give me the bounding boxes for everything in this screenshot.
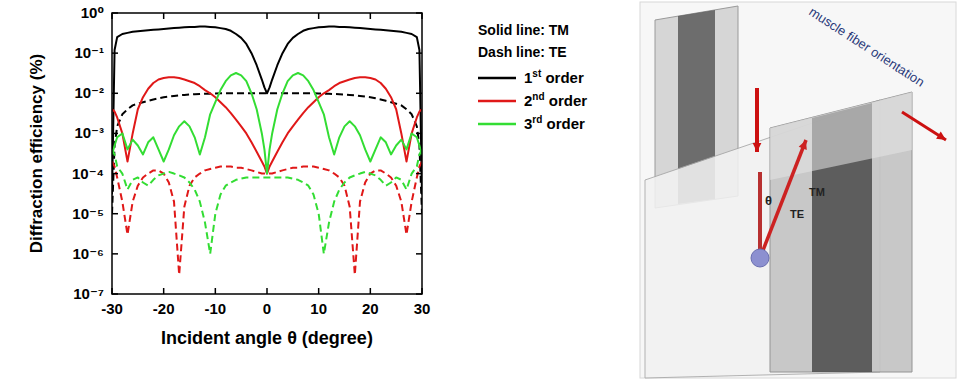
te-label: TE [790, 208, 804, 220]
incident-arrow-head [753, 143, 762, 152]
label-part: order [541, 69, 584, 86]
label-part: order [545, 92, 588, 109]
y-tick-label: 10⁻² [74, 84, 104, 101]
series-line [112, 161, 422, 274]
figure: 10⁰ 10⁻¹ 10⁻² 10⁻³ 10⁻⁴ 10⁻⁵ 10⁻⁶ 10⁻⁷-30 -20 -10… [0, 0, 960, 381]
x-axis-title: Incident angle θ (degree) [161, 328, 373, 348]
series-line [112, 93, 422, 213]
y-axis-title: Diffraction efficiency (%) [27, 54, 46, 253]
plot-data [112, 27, 422, 275]
label-superscript: nd [532, 91, 544, 102]
legend-label: 1st order [524, 68, 584, 86]
legend-swatch [478, 123, 516, 126]
y-tick-label: 10⁰ [81, 4, 104, 21]
label-superscript: rd [532, 114, 542, 125]
y-tick [112, 173, 118, 175]
y-tick [416, 52, 422, 54]
x-tick [318, 13, 320, 19]
incident-arrow [755, 88, 759, 152]
series-line [112, 149, 422, 253]
y-tick [112, 52, 118, 54]
annotation: Dash line: TE [478, 44, 567, 60]
x-tick [215, 13, 217, 19]
plot-frame [112, 13, 422, 294]
legend-swatch [478, 77, 516, 80]
x-tick-label: 10 [310, 300, 327, 317]
y-tick [416, 213, 422, 215]
annotation: Solid line: TM [478, 22, 569, 38]
x-tick [163, 13, 165, 19]
series-line [112, 27, 422, 195]
sample-spot [751, 249, 769, 267]
x-tick [266, 13, 268, 19]
front-slab-top [770, 92, 912, 180]
series-line [112, 77, 422, 173]
y-tick-label: 10⁻⁷ [73, 285, 104, 302]
y-tick-label: 10⁻¹ [74, 44, 104, 61]
label-part: 1 [524, 69, 532, 86]
diagram: θ TM TE muscle fiber orientation [640, 2, 956, 378]
y-tick [416, 253, 422, 255]
x-tick [421, 13, 423, 19]
x-tick [111, 288, 113, 294]
y-tick [416, 173, 422, 175]
fiber-orientation-label: muscle fiber orientation [806, 4, 927, 90]
y-tick [112, 12, 118, 14]
x-tick [370, 13, 372, 19]
x-tick-label: 0 [263, 300, 271, 317]
zero-order-beam [758, 172, 762, 258]
x-tick-label: -20 [153, 300, 175, 317]
label-part: 2 [524, 92, 532, 109]
y-tick [416, 293, 422, 295]
x-tick [318, 288, 320, 294]
x-tick-label: -30 [101, 300, 123, 317]
angle-label: θ [765, 193, 772, 208]
x-tick-label: -10 [204, 300, 226, 317]
x-tick [215, 288, 217, 294]
tm-label: TM [809, 186, 825, 198]
y-tick-label: 10⁻⁶ [72, 245, 104, 262]
legend-swatch [478, 100, 516, 103]
diagram-background [640, 2, 956, 378]
y-tick [416, 93, 422, 95]
x-tick [266, 288, 268, 294]
label-part: 3 [524, 115, 532, 132]
x-tick [370, 288, 372, 294]
y-tick [112, 253, 118, 255]
x-tick-label: 20 [362, 300, 379, 317]
x-tick [421, 288, 423, 294]
diffracted-arrow-head [799, 140, 807, 150]
series-line [112, 73, 422, 174]
y-tick [416, 12, 422, 14]
y-tick-label: 10⁻³ [74, 124, 104, 141]
diffracted-arrow [760, 140, 806, 258]
x-tick-label: 30 [414, 300, 431, 317]
y-tick [112, 293, 118, 295]
y-tick [112, 213, 118, 215]
fiber-arrow-head [936, 131, 946, 140]
legend-label: 2nd order [524, 91, 587, 109]
y-tick [112, 133, 118, 135]
y-tick-label: 10⁻⁴ [72, 165, 104, 182]
y-tick [416, 133, 422, 135]
x-tick [111, 13, 113, 19]
fiber-arrow [902, 112, 946, 140]
x-tick [163, 288, 165, 294]
front-slab [770, 92, 912, 372]
y-tick [112, 93, 118, 95]
legend-label: 3rd order [524, 114, 585, 132]
y-tick-label: 10⁻⁵ [72, 205, 104, 222]
label-part: order [542, 115, 585, 132]
